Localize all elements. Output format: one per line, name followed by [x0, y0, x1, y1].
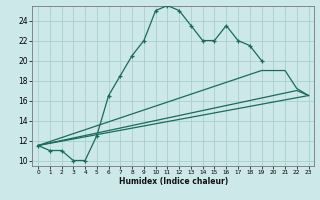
X-axis label: Humidex (Indice chaleur): Humidex (Indice chaleur)	[119, 177, 228, 186]
